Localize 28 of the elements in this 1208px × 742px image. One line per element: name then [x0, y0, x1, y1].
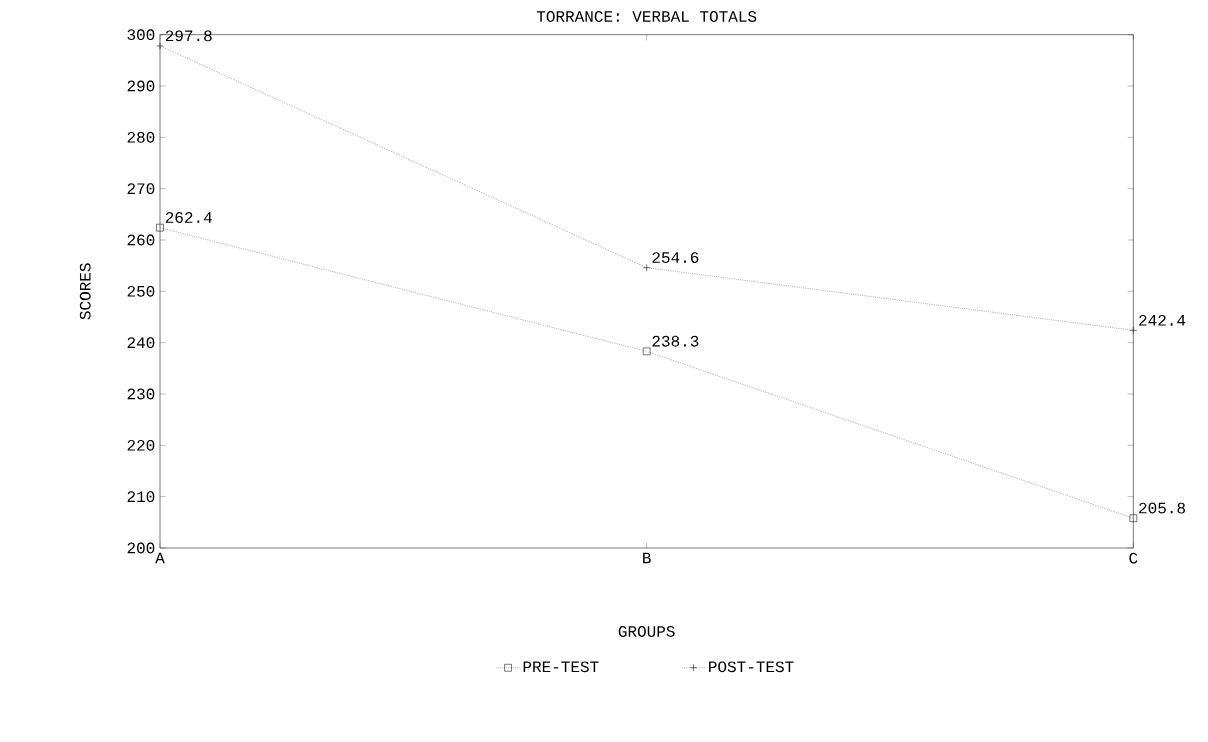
y-tick-label: 290: [127, 80, 155, 92]
y-tick-label: 240: [127, 337, 155, 349]
data-label: 205.8: [1139, 502, 1185, 514]
data-label: 297.8: [165, 30, 212, 42]
y-axis-title: SCORES: [79, 263, 91, 320]
y-tick-label: 300: [127, 29, 155, 41]
legend-label: PRE-TEST: [523, 661, 599, 673]
y-tick-label: 200: [127, 542, 155, 554]
data-label: 262.4: [165, 212, 212, 223]
y-tick-label: 270: [127, 183, 155, 195]
point: [642, 347, 651, 356]
x-tick-label: C: [1129, 552, 1138, 564]
y-tick-label: 250: [127, 285, 155, 297]
x-tick-label: B: [643, 552, 651, 564]
y-tick-label: 210: [127, 491, 155, 503]
x-tick-label: A: [155, 552, 165, 564]
data-label: 242.4: [1139, 314, 1186, 326]
y-tick-label: 280: [127, 131, 155, 143]
point: [1129, 514, 1138, 522]
y-tick-label: 230: [127, 388, 155, 400]
point: [156, 223, 164, 232]
y-tick-label: 260: [127, 234, 155, 246]
x-axis-title: GROUPS: [618, 626, 675, 637]
legend-label: POST-TEST: [709, 661, 794, 673]
chart-title: TORRANCE: VERBAL TOTALS: [536, 11, 757, 22]
data-label: 238.3: [652, 335, 699, 347]
data-label: 254.6: [652, 252, 699, 263]
y-tick-label: 220: [127, 439, 155, 451]
